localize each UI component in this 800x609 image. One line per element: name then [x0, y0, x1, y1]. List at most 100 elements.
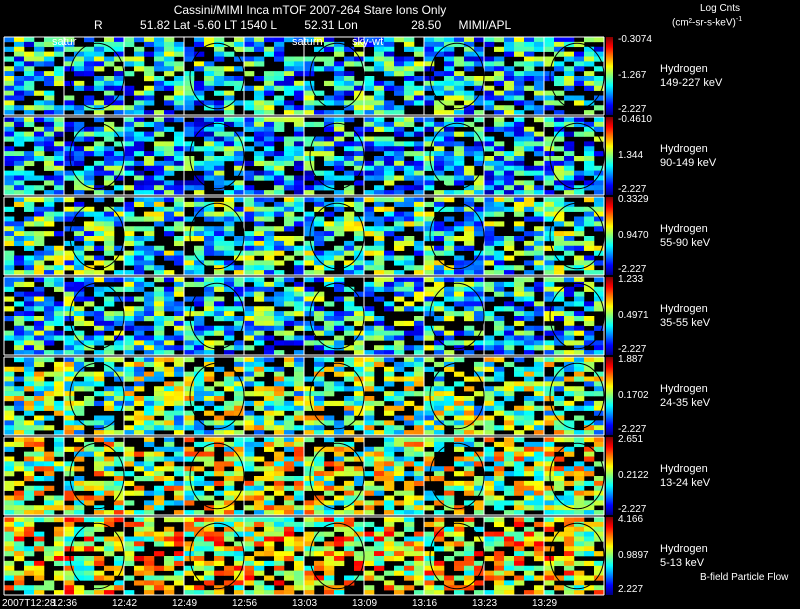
- heatmap-cell: [384, 126, 395, 132]
- heatmap-cell: [334, 585, 345, 591]
- heatmap-cell: [554, 110, 565, 116]
- heatmap-cell: [24, 510, 35, 516]
- heatmap-cell: [294, 357, 305, 363]
- heatmap-cell: [424, 451, 435, 457]
- heatmap-cell: [264, 541, 275, 547]
- heatmap-cell: [564, 245, 575, 251]
- heatmap-cell: [134, 371, 145, 377]
- heatmap-cell: [204, 37, 215, 43]
- heatmap-cell: [84, 371, 95, 377]
- heatmap-cell: [394, 201, 405, 208]
- heatmap-cell: [164, 126, 175, 132]
- heatmap-cell: [74, 175, 85, 181]
- heatmap-cell: [14, 255, 25, 261]
- heatmap-cell: [104, 461, 115, 467]
- heatmap-cell: [334, 245, 345, 251]
- heatmap-cell: [324, 580, 335, 586]
- units-title: Log Cnts: [700, 3, 741, 14]
- heatmap-cell: [144, 201, 155, 208]
- heatmap-cell: [384, 510, 395, 516]
- heatmap-cell: [294, 131, 305, 137]
- heatmap-cell: [314, 466, 325, 472]
- heatmap-cell: [454, 265, 465, 271]
- heatmap-cell: [64, 121, 75, 128]
- heatmap-cell: [534, 206, 545, 212]
- heatmap-cell: [304, 521, 315, 528]
- heatmap-cell: [554, 117, 565, 123]
- heatmap-cell: [224, 41, 235, 48]
- heatmap-cell: [164, 420, 175, 426]
- heatmap-cell: [514, 500, 525, 506]
- heatmap-cell: [284, 110, 295, 116]
- heatmap-cell: [404, 240, 415, 247]
- heatmap-cell: [34, 141, 45, 147]
- heatmap-cell: [474, 490, 485, 496]
- heatmap-cell: [474, 296, 485, 302]
- heatmap-cell: [244, 216, 255, 222]
- heatmap-cell: [504, 531, 515, 537]
- heatmap-cell: [564, 556, 575, 562]
- heatmap-cell: [354, 526, 365, 532]
- heatmap-cell: [274, 76, 285, 82]
- heatmap-cell: [434, 270, 445, 276]
- panel-row: [3, 516, 605, 596]
- heatmap-cell: [44, 126, 55, 132]
- heatmap-cell: [124, 56, 135, 62]
- heatmap-cell: [324, 37, 335, 43]
- heatmap-cell: [484, 476, 495, 482]
- heatmap-cell: [224, 211, 235, 217]
- heatmap-cell: [214, 240, 225, 247]
- heatmap-cell: [34, 546, 45, 552]
- heatmap-cell: [74, 330, 85, 336]
- heatmap-cell: [94, 446, 105, 452]
- heatmap-cell: [514, 485, 525, 491]
- heatmap-cell: [464, 311, 475, 317]
- heatmap-cell: [214, 480, 225, 487]
- heatmap-cell: [374, 357, 385, 363]
- heatmap-cell: [344, 250, 355, 256]
- heatmap-cell: [374, 270, 385, 276]
- heatmap-cell: [364, 471, 375, 477]
- heatmap-cell: [524, 126, 535, 132]
- heatmap-cell: [314, 325, 325, 331]
- heatmap-cell: [334, 560, 345, 567]
- heatmap-cell: [464, 570, 475, 576]
- heatmap-cell: [404, 575, 415, 581]
- heatmap-cell: [504, 105, 515, 111]
- heatmap-cell: [294, 160, 305, 167]
- heatmap-cell: [474, 51, 485, 57]
- heatmap-cell: [224, 531, 235, 537]
- heatmap-cell: [594, 536, 605, 542]
- heatmap-cell: [324, 175, 335, 181]
- heatmap-cell: [454, 330, 465, 336]
- heatmap-cell: [514, 117, 525, 123]
- heatmap-cell: [554, 76, 565, 82]
- heatmap-cell: [524, 531, 535, 537]
- heatmap-cell: [54, 531, 65, 537]
- heatmap-cell: [304, 531, 315, 537]
- heatmap-cell: [304, 466, 315, 472]
- heatmap-cell: [194, 391, 205, 397]
- heatmap-cell: [284, 335, 295, 341]
- heatmap-cell: [384, 405, 395, 411]
- heatmap-cell: [104, 260, 115, 266]
- heatmap-cell: [4, 441, 15, 448]
- fov-ellipse: [69, 442, 125, 510]
- heatmap-cell: [514, 146, 525, 152]
- heatmap-cell: [74, 105, 85, 111]
- heatmap-cell: [154, 80, 165, 87]
- heatmap-cell: [454, 526, 465, 532]
- heatmap-cell: [274, 580, 285, 586]
- heatmap-cell: [164, 306, 175, 312]
- heatmap-cell: [534, 185, 545, 191]
- heatmap-cell: [34, 350, 45, 356]
- heatmap-cell: [74, 495, 85, 501]
- heatmap-cell: [424, 216, 435, 222]
- heatmap-cell: [384, 197, 395, 203]
- heatmap-cell: [24, 345, 35, 351]
- heatmap-cell: [574, 536, 585, 542]
- heatmap-cell: [204, 526, 215, 532]
- heatmap-cell: [164, 66, 175, 72]
- heatmap-cell: [254, 480, 265, 487]
- heatmap-cell: [134, 100, 145, 106]
